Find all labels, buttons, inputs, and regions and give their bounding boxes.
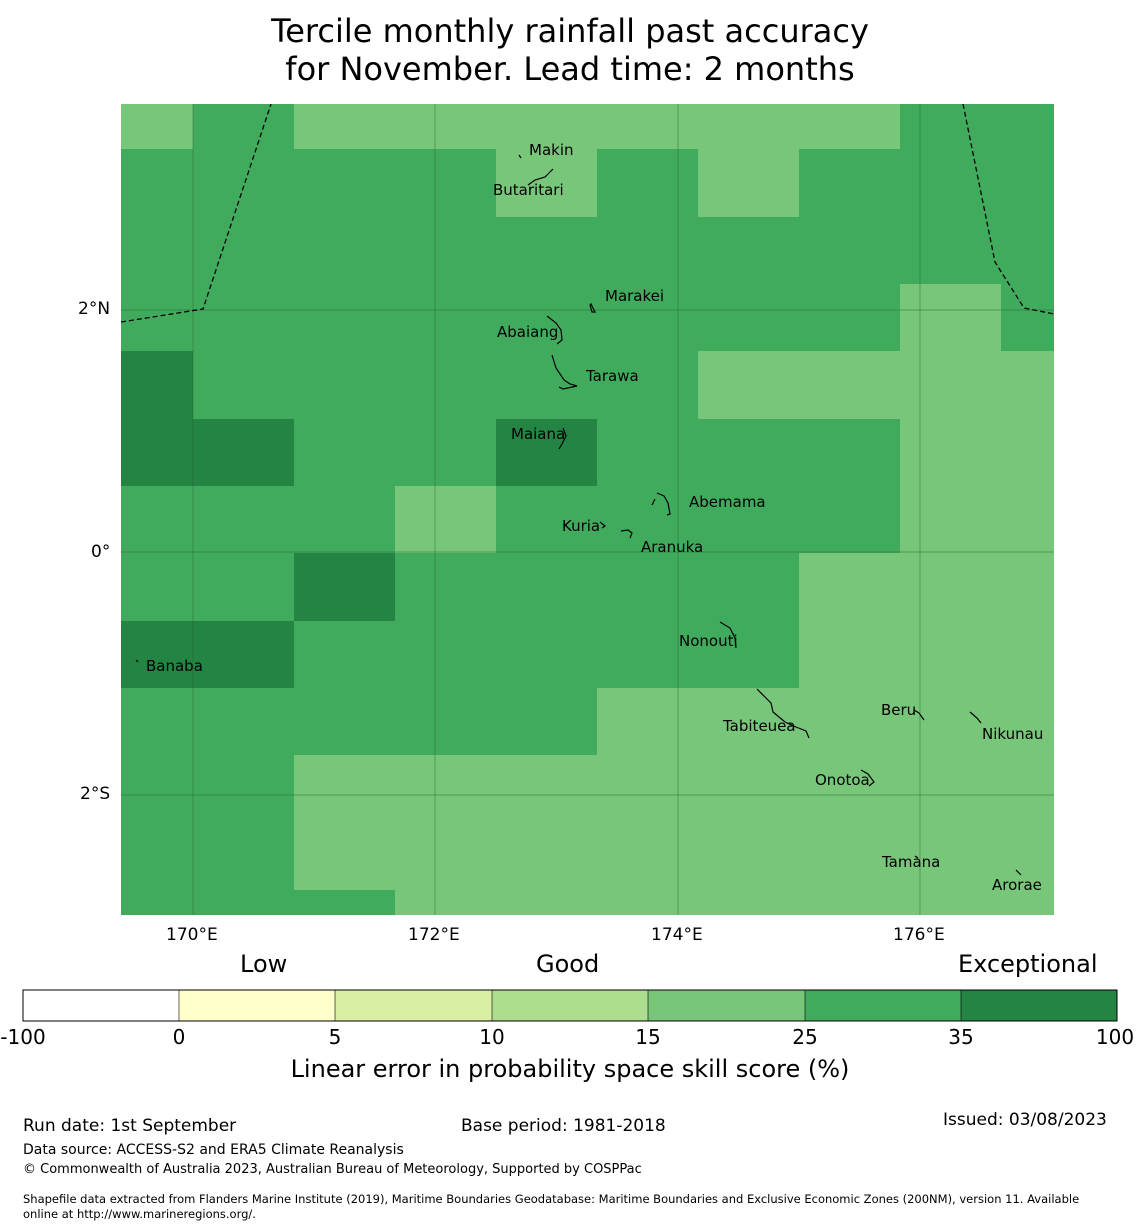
island-label-marakei: Marakei [605,287,665,305]
island-label-aranuka: Aranuka [641,538,704,556]
butaritari-shape [527,168,554,186]
island-label-maiana: Maiana [511,425,566,443]
x-tick-172e: 172°E [408,925,460,945]
cb-seg-neg [23,990,179,1021]
graticule [121,104,1054,915]
island-label-arorae: Arorae [992,876,1042,894]
dark-cells [121,351,597,688]
colorbar-tick: 5 [328,1025,342,1049]
arorae-shape [1015,869,1022,876]
cb-frame [22,989,1118,1022]
colorbar-tick: 100 [1095,1025,1135,1049]
beru-shape [913,709,925,721]
island-label-makin: Makin [529,141,574,159]
colorbar-heading-good: Good [536,950,600,978]
footer-data-source: Data source: ACCESS-S2 and ERA5 Climate … [23,1142,404,1158]
colorbar-tick: 35 [948,1025,974,1049]
footer-shapefile-line1: Shapefile data extracted from Flanders M… [23,1192,1080,1206]
colorbar-tick: 15 [635,1025,661,1049]
island-label-butaritari: Butaritari [493,181,564,199]
abemama-shape [651,492,671,516]
cb-seg-0-5 [179,990,335,1021]
nikunau-shape [969,711,982,724]
colorbar-tick: -100 [0,1025,46,1049]
maiana-shape [558,427,567,450]
island-label-abemama: Abemama [689,493,766,511]
island-label-tamana: Tamana [882,853,941,871]
island-label-nikunau: Nikunau [982,725,1044,743]
y-tick-2s: 2°S [80,784,111,804]
x-tick-174e: 174°E [651,925,703,945]
colorbar-title: Linear error in probability space skill … [290,1055,850,1083]
map-title-line2: for November. Lead time: 2 months [285,50,855,88]
island-label-beru: Beru [881,701,917,719]
cb-seg-5-10 [335,990,492,1021]
onotoa-shape [860,769,875,787]
island-label-banaba: Banaba [146,657,203,675]
x-tick-176e: 176°E [893,925,945,945]
light-cells [121,104,1054,915]
banaba-shape [135,659,139,663]
colorbar-heading-exceptional: Exceptional [958,950,1098,978]
footer-run-date: Run date: 1st September [23,1116,237,1136]
colorbar [22,989,1118,1022]
y-tick-0: 0° [91,542,111,562]
cb-seg-10-15 [492,990,648,1021]
x-tick-170e: 170°E [166,925,218,945]
footer-issued: Issued: 03/08/2023 [943,1110,1107,1130]
colorbar-heading-low: Low [240,950,288,978]
island-label-nonouti: Nonouti [679,632,738,650]
colorbar-tick: 25 [792,1025,818,1049]
makin-shape [518,154,522,159]
abaiang-shape [546,315,563,345]
footer-base-period: Base period: 1981-2018 [461,1116,666,1136]
y-tick-2n: 2°N [78,299,111,319]
footer-copyright: © Commonwealth of Australia 2023, Austra… [23,1162,642,1177]
cb-seg-15-25 [648,990,805,1021]
map-title-line1: Tercile monthly rainfall past accuracy [271,12,869,50]
island-label-tabiteuea: Tabiteuea [723,717,796,735]
island-label-kuria: Kuria [562,517,601,535]
colorbar-tick: 10 [479,1025,505,1049]
colorbar-tick: 0 [172,1025,186,1049]
kuria-shape [599,521,607,529]
marakei-shape [589,302,596,313]
tabiteuea-shape [756,688,810,739]
island-outlines [135,154,1022,876]
skill-grid [121,104,1054,915]
eez-boundary [120,103,1055,323]
island-label-onotoa: Onotoa [815,771,870,789]
cb-seg-35-100 [961,990,1117,1021]
island-label-tarawa: Tarawa [586,367,639,385]
footer-shapefile-line2: online at http://www.marineregions.org/. [23,1207,256,1221]
aranuka-shape [620,529,633,539]
tarawa-shape [551,354,578,390]
tamana-shape [914,855,919,859]
island-label-abaiang: Abaiang [497,323,559,341]
cb-seg-25-35 [805,990,961,1021]
nonouti-shape [719,621,737,649]
